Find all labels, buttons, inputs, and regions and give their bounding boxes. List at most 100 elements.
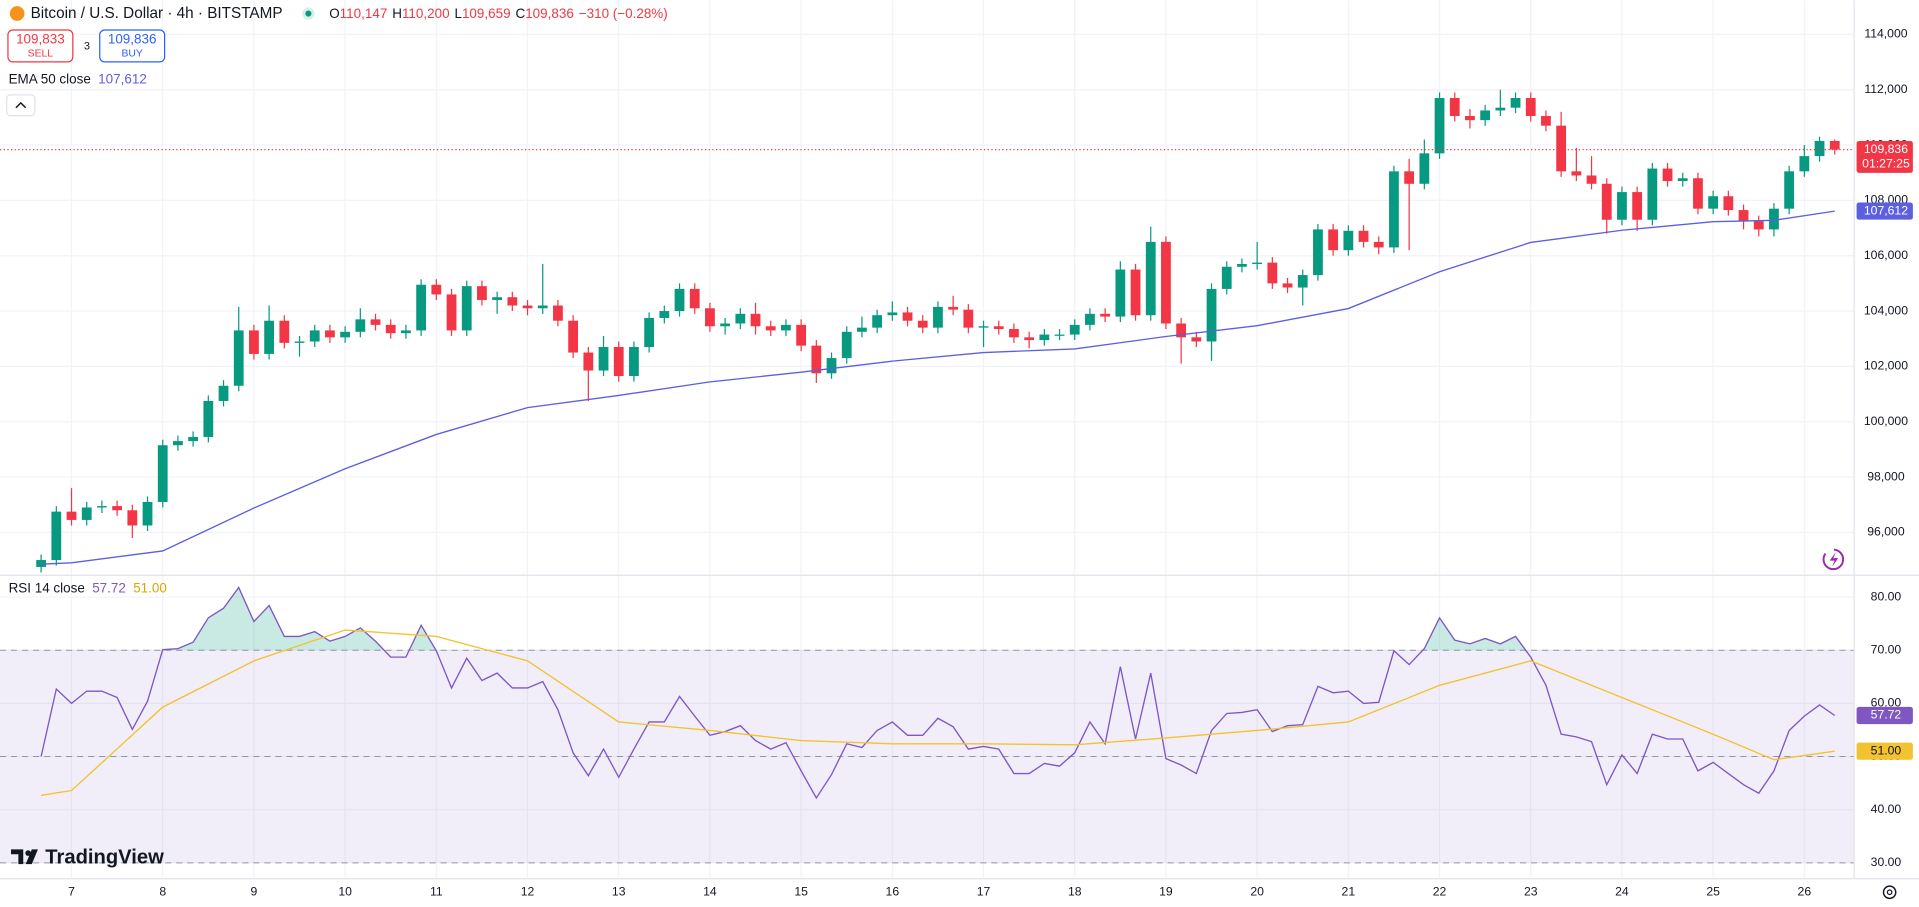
candle-body [446,294,457,331]
candle-body [1024,337,1035,341]
candle-body [1343,230,1354,251]
candle-body [1662,168,1673,182]
collapse-icon[interactable] [15,101,27,109]
ohlc-key: H [392,6,402,21]
candle-body [1753,221,1764,230]
x-tick-label: 20 [1250,884,1264,898]
candle-body [826,358,837,374]
candle-body [309,330,320,342]
sell-button[interactable]: 109,833 SELL [7,29,74,63]
candle-body [1632,192,1643,220]
ema-legend: EMA 50 close 107,612 [9,71,147,86]
candle-body [765,326,776,331]
ohlc-key: L [454,6,462,21]
candle-body [461,286,472,331]
spread: 3 [84,40,90,52]
candle-body [1647,168,1658,220]
candle-body [279,320,290,343]
x-tick-label: 15 [794,884,808,898]
candle-body [173,441,183,446]
rsi-ma-value: 51.00 [133,580,167,595]
candle-body [1723,196,1734,211]
candle-body [1100,313,1111,317]
brand-icon-dot [25,850,31,856]
candle-body [993,326,1004,330]
x-tick-label: 23 [1524,884,1538,898]
candle-body [264,320,275,354]
sell-label[interactable]: SELL [28,49,54,60]
candle-body [1784,171,1795,209]
y-tick-label: 40.00 [1871,802,1902,816]
overlay: Bitcoin / U.S. Dollar · 4h · BITSTAMP O1… [6,5,1897,900]
change: −310 (−0.28%) [579,6,668,21]
settings-center[interactable] [1886,889,1893,896]
candle-body [1693,178,1703,209]
candle-body [1358,230,1369,242]
candle-body [720,323,731,327]
candle-body [97,506,107,508]
candle-body [1617,192,1627,220]
ohlc-value: 109,659 [462,6,511,21]
candle-body [689,288,700,309]
ohlc-key: O [329,6,339,21]
rsi-title: RSI 14 close [9,580,85,595]
alert-ring[interactable] [1822,548,1845,571]
candle-body [1267,262,1278,284]
x-tick-label: 19 [1159,884,1173,898]
candle-body [507,297,518,306]
settings-icon[interactable] [1882,885,1897,900]
alert-bolt[interactable] [1829,552,1839,567]
candle-body [1510,98,1521,108]
x-tick-label: 12 [521,884,535,898]
candle-body [1480,110,1491,121]
candle-body [796,324,807,346]
candle-body [1176,323,1187,338]
ohlc-key: C [515,6,525,21]
candle-body [948,306,959,310]
candle-body [1145,241,1156,316]
sell-price[interactable]: 109,833 [16,31,65,46]
series-last-label: 57.72 [1871,708,1902,722]
candle-body [1009,329,1019,338]
buy-box[interactable] [99,29,166,63]
candle-body [659,311,670,318]
candle-body [1541,115,1551,126]
alert-icon[interactable] [1822,548,1845,571]
settings-ring[interactable] [1882,885,1897,900]
x-tick-label: 21 [1342,884,1356,898]
candle-body [1814,140,1825,157]
candle-body [325,330,335,338]
candle-body [294,341,305,343]
buy-button[interactable]: 109,836 BUY [99,29,166,63]
candle-body [537,305,548,309]
candle-body [36,560,47,567]
candle-body [1449,98,1460,116]
y-tick-label: 114,000 [1864,27,1907,41]
candle-body [1404,171,1415,184]
buy-label[interactable]: BUY [121,49,142,60]
candle-body [1085,313,1095,325]
x-tick-label: 7 [68,884,75,898]
candle-body [1465,115,1475,121]
candle-body [1221,266,1232,289]
x-tick-label: 18 [1068,884,1082,898]
x-tick-label: 10 [338,884,352,898]
candle-body [1708,196,1719,209]
candle-body [112,506,123,511]
candle-body [1252,262,1263,265]
candle-body [1738,210,1749,222]
candle-body [568,320,579,353]
y-tick-label: 98,000 [1867,469,1905,483]
candle-body [188,436,199,442]
brand-icon [11,849,38,865]
candle-body [1799,156,1810,172]
rsi-value: 57.72 [92,580,126,595]
candle-body [1525,98,1536,116]
collapse-button[interactable] [6,94,36,117]
buy-price[interactable]: 109,836 [108,31,157,46]
candle-body [1419,153,1430,184]
sell-box[interactable] [7,29,74,63]
candle-body [1313,229,1323,276]
